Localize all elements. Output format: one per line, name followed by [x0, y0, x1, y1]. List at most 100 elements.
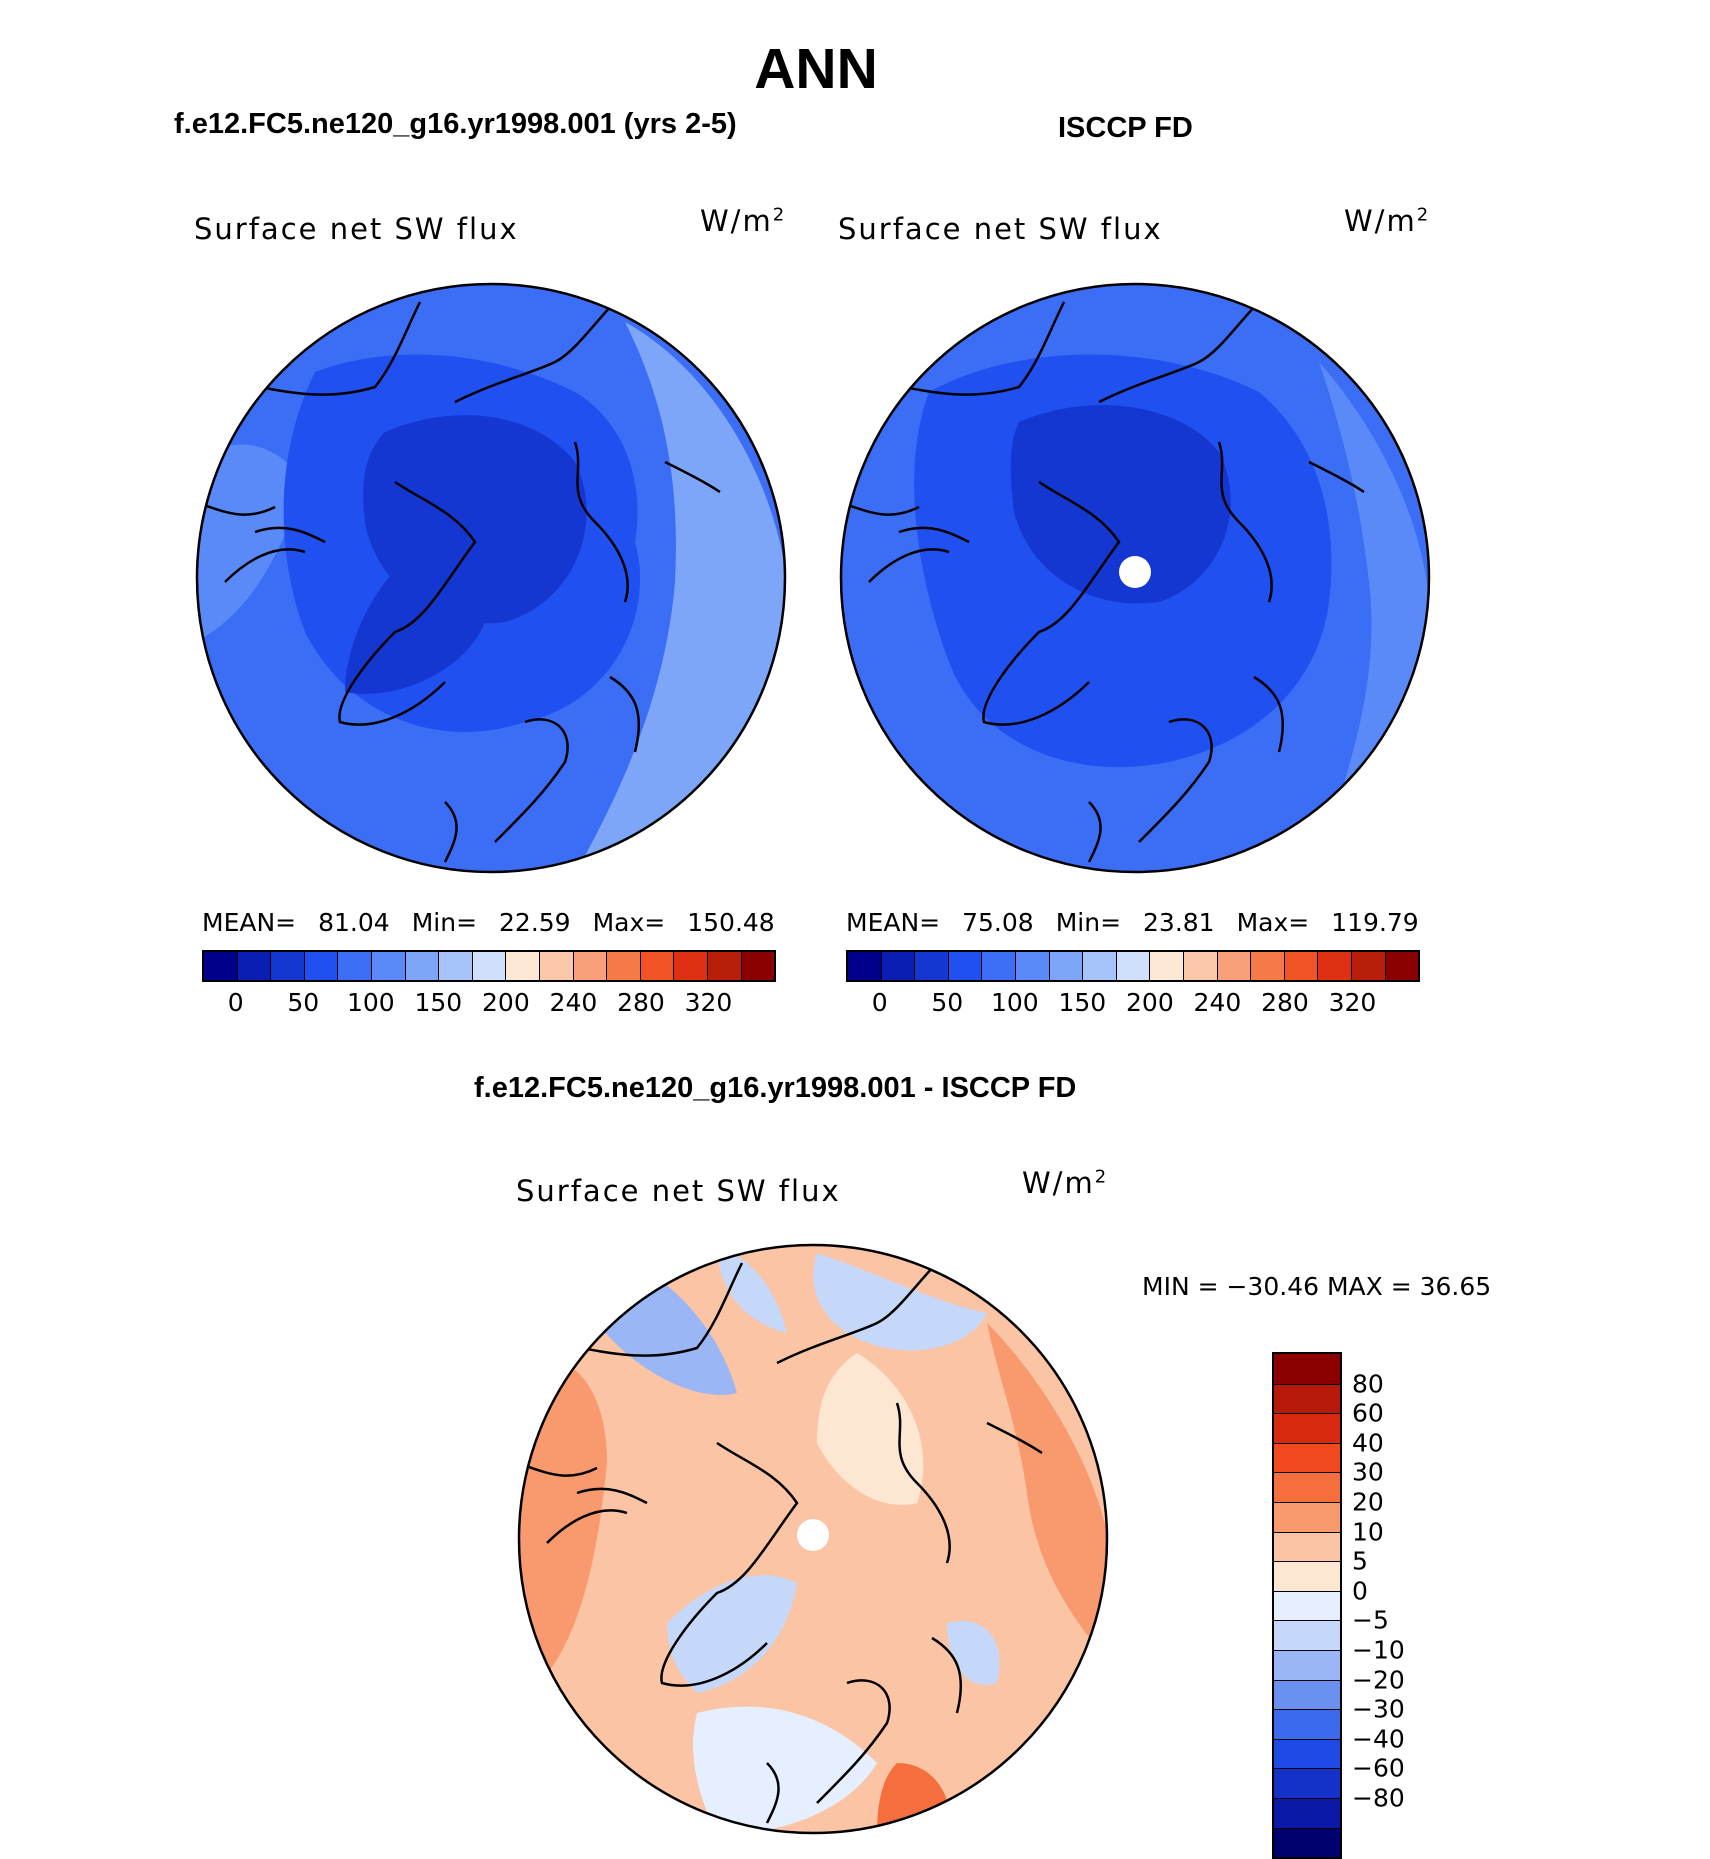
model-colorbar-swatch — [271, 952, 305, 980]
obs-colorbar-swatch — [1217, 952, 1252, 980]
obs-colorbar-tick-label: 0 — [871, 988, 888, 1017]
obs-colorbar-swatch — [1284, 952, 1319, 980]
obs-colorbar-tick-label: 200 — [1126, 988, 1174, 1017]
model-polar-map — [195, 282, 787, 874]
model-colorbar-swatch — [640, 952, 675, 980]
obs-stats: MEAN= 75.08 Min= 23.81 Max= 119.79 — [846, 908, 1419, 937]
obs-colorbar-swatch — [1318, 952, 1352, 980]
obs-colorbar-swatches — [846, 950, 1420, 982]
obs-colorbar-swatch — [1083, 952, 1117, 980]
diff-colorbar-swatch — [1274, 1709, 1340, 1739]
obs-colorbar-ticks: 0 50 100 150 200 240 280 320 — [846, 982, 1420, 1017]
obs-colorbar-swatch — [915, 952, 949, 980]
model-colorbar-swatch — [405, 952, 440, 980]
obs-colorbar-tick-label: 280 — [1261, 988, 1309, 1017]
model-colorbar-swatch — [707, 952, 742, 980]
obs-colorbar-swatch — [1251, 952, 1285, 980]
diff-colorbar-swatch — [1274, 1768, 1340, 1798]
model-colorbar-tick-label: 0 — [227, 988, 244, 1017]
diff-colorbar-swatch — [1274, 1531, 1340, 1562]
diff-colorbar-swatch — [1274, 1679, 1340, 1710]
obs-colorbar-swatch — [1049, 952, 1084, 980]
obs-colorbar-tick-label: 50 — [931, 988, 964, 1017]
diff-case-title: f.e12.FC5.ne120_g16.yr1998.001 - ISCCP F… — [474, 1072, 1077, 1104]
obs-colorbar-swatch — [1351, 952, 1386, 980]
diff-colorbar-tick-label: −30 — [1352, 1694, 1405, 1724]
figure-title: ANN — [754, 37, 878, 101]
model-colorbar-swatch — [539, 952, 574, 980]
diff-colorbar-swatch — [1274, 1590, 1340, 1621]
diff-colorbar-tick-label: 80 — [1352, 1369, 1384, 1399]
model-colorbar: 0 50 100 150 200 240 280 320 — [202, 950, 776, 1017]
model-colorbar-swatch — [674, 952, 708, 980]
diff-colorbar-tick-label: −10 — [1352, 1635, 1405, 1665]
obs-colorbar-swatch — [881, 952, 916, 980]
diff-colorbar-swatch — [1274, 1383, 1340, 1414]
obs-case-title: ISCCP FD — [1058, 112, 1193, 144]
model-colorbar-tick-label: 240 — [549, 988, 598, 1017]
model-colorbar-swatch — [573, 952, 608, 980]
diff-colorbar-tick-label: 20 — [1352, 1487, 1384, 1517]
obs-colorbar-tick-label: 100 — [990, 988, 1039, 1017]
model-colorbar-swatch — [506, 952, 540, 980]
model-case-title: f.e12.FC5.ne120_g16.yr1998.001 (yrs 2-5) — [174, 108, 737, 140]
obs-variable-label: Surface net SW flux — [838, 212, 1163, 246]
obs-colorbar-swatch — [1385, 952, 1419, 980]
diff-colorbar-tick-label: −80 — [1352, 1783, 1405, 1813]
diff-colorbar-tick-label: 30 — [1352, 1457, 1384, 1487]
diff-variable-label: Surface net SW flux — [516, 1174, 841, 1208]
model-units: W/m2 — [700, 204, 787, 238]
obs-units: W/m2 — [1344, 204, 1431, 238]
model-colorbar-tick-label: 150 — [414, 988, 463, 1017]
obs-colorbar-swatch — [1015, 952, 1050, 980]
obs-colorbar-swatch — [948, 952, 983, 980]
model-colorbar-swatch — [741, 952, 775, 980]
diff-polar-map — [517, 1243, 1109, 1835]
obs-colorbar-tick-label: 320 — [1328, 988, 1377, 1017]
model-colorbar-swatch — [371, 952, 406, 980]
obs-colorbar-swatch — [1116, 952, 1151, 980]
model-colorbar-swatch — [237, 952, 272, 980]
obs-colorbar-tick-label: 150 — [1058, 988, 1107, 1017]
model-colorbar-swatch — [204, 952, 238, 980]
diff-colorbar-tick-label: −5 — [1352, 1605, 1389, 1635]
diff-colorbar-tick-label: −40 — [1352, 1724, 1405, 1754]
model-colorbar-ticks: 0 50 100 150 200 240 280 320 — [202, 982, 776, 1017]
obs-colorbar-swatch — [848, 952, 882, 980]
diff-colorbar-swatch — [1274, 1354, 1340, 1384]
diff-stats: MIN = −30.46 MAX = 36.65 — [1142, 1272, 1492, 1301]
diff-colorbar-tick-label: 40 — [1352, 1428, 1384, 1458]
model-colorbar-swatches — [202, 950, 776, 982]
diff-colorbar-swatch — [1274, 1620, 1340, 1650]
diff-colorbar-swatch — [1274, 1649, 1340, 1680]
model-colorbar-swatch — [607, 952, 641, 980]
diff-colorbar-tick-label: 10 — [1352, 1517, 1384, 1547]
diff-colorbar-swatch — [1274, 1738, 1340, 1769]
diff-colorbar-tick-label: 0 — [1352, 1576, 1368, 1606]
diff-colorbar-tick-label: 60 — [1352, 1398, 1384, 1428]
model-colorbar-swatch — [338, 952, 372, 980]
diff-colorbar-swatch — [1274, 1561, 1340, 1591]
obs-colorbar-swatch — [1150, 952, 1184, 980]
model-colorbar-swatch — [304, 952, 339, 980]
diff-colorbar-tick-label: −20 — [1352, 1665, 1405, 1695]
diff-colorbar-swatch — [1274, 1472, 1340, 1502]
model-colorbar-swatch — [439, 952, 473, 980]
model-colorbar-tick-label: 320 — [684, 988, 733, 1017]
diff-colorbar-tick-label: 5 — [1352, 1546, 1368, 1576]
model-colorbar-swatch — [472, 952, 507, 980]
diff-colorbar-tick-label: −60 — [1352, 1753, 1405, 1783]
obs-colorbar: 0 50 100 150 200 240 280 320 — [846, 950, 1420, 1017]
diff-colorbar: 80 60 40 30 20 10 5 0 −5 −10 −20 −30 −40 −60 −80 — [1272, 1352, 1405, 1859]
diff-colorbar-swatch — [1274, 1442, 1340, 1473]
obs-colorbar-tick-label: 240 — [1193, 988, 1242, 1017]
model-variable-label: Surface net SW flux — [194, 212, 519, 246]
diff-colorbar-swatch — [1274, 1501, 1340, 1532]
obs-colorbar-swatch — [982, 952, 1016, 980]
obs-polar-map — [839, 282, 1431, 874]
model-colorbar-tick-label: 50 — [287, 988, 320, 1017]
obs-colorbar-swatch — [1183, 952, 1218, 980]
diff-colorbar-swatch — [1274, 1413, 1340, 1443]
model-colorbar-tick-label: 100 — [346, 988, 395, 1017]
diff-colorbar-swatches — [1272, 1352, 1342, 1859]
